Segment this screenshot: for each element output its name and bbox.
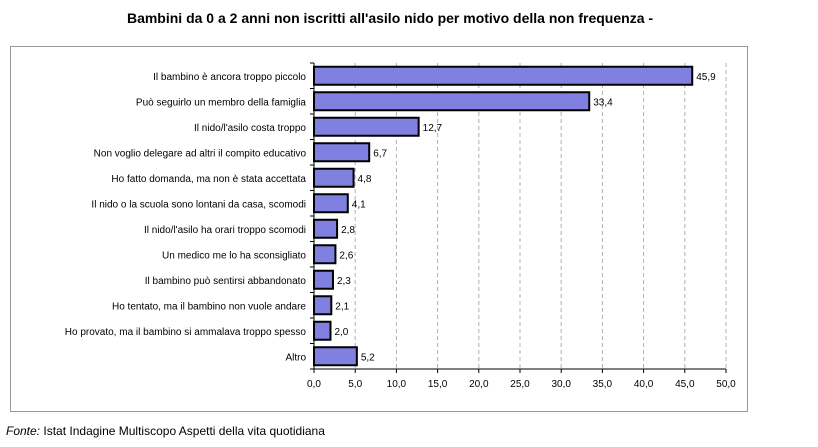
- x-tick-label: 35,0: [593, 379, 613, 390]
- chart-frame: 0,0 5,0 10,0 15,0 20,0 25,0 30,0 35,0 40,0 45,0 50…: [10, 46, 748, 412]
- category-label: Può seguirlo un membro della famiglia: [136, 97, 307, 108]
- bar: [313, 218, 339, 239]
- bar: [313, 116, 420, 137]
- value-label: 2,6: [339, 250, 353, 261]
- x-tick-label: 50,0: [716, 379, 736, 390]
- x-tick-label: 5,0: [348, 379, 362, 390]
- x-tick-label: 45,0: [675, 379, 695, 390]
- value-label: 2,0: [334, 327, 348, 338]
- bar: [313, 193, 349, 214]
- value-label: 4,1: [352, 199, 366, 210]
- chart-title: Bambini da 0 a 2 anni non iscritti all'a…: [126, 10, 654, 26]
- x-tick-label: 30,0: [551, 379, 571, 390]
- category-label: Ho provato, ma il bambino si ammalava tr…: [65, 327, 307, 338]
- value-label: 4,8: [358, 174, 372, 185]
- category-label: Non voglio delegare ad altri il compito …: [94, 148, 307, 159]
- value-label: 5,2: [361, 352, 375, 363]
- category-label: Il nido/l'asilo costa troppo: [194, 123, 306, 134]
- category-label: Il bambino può sentirsi abbandonato: [145, 276, 307, 287]
- value-label: 2,3: [337, 276, 351, 287]
- x-tick-label: 0,0: [307, 379, 321, 390]
- x-tick-label: 15,0: [428, 379, 448, 390]
- x-tick-label: 20,0: [469, 379, 489, 390]
- bar: [313, 269, 334, 290]
- category-label: Il nido o la scuola sono lontani da casa…: [91, 199, 306, 210]
- category-label: Il nido/l'asilo ha orari troppo scomodi: [144, 225, 306, 236]
- category-label: Ho tentato, ma il bambino non vuole anda…: [112, 301, 306, 312]
- value-label: 45,9: [696, 72, 716, 83]
- bar-chart: 0,0 5,0 10,0 15,0 20,0 25,0 30,0 35,0 40,0 45,0 50…: [65, 62, 736, 390]
- source-text: Istat Indagine Multiscopo Aspetti della …: [43, 424, 325, 438]
- category-label: Altro: [285, 352, 306, 363]
- bar: [313, 346, 358, 367]
- category-label: Il bambino è ancora troppo piccolo: [153, 72, 306, 83]
- bar: [313, 65, 694, 86]
- bar: [313, 295, 333, 316]
- x-tick-label: 25,0: [510, 379, 530, 390]
- value-label: 33,4: [593, 97, 613, 108]
- bar: [313, 244, 337, 265]
- x-tick-label: 10,0: [387, 379, 407, 390]
- x-tick-label: 40,0: [634, 379, 654, 390]
- bar: [313, 91, 591, 112]
- bar: [313, 142, 371, 163]
- bar: [313, 320, 332, 341]
- source-label: Fonte:: [6, 424, 41, 438]
- value-label: 12,7: [423, 123, 443, 134]
- value-label: 2,1: [335, 301, 349, 312]
- bar: [313, 167, 355, 188]
- value-label: 2,8: [341, 225, 355, 236]
- category-label: Un medico me lo ha sconsigliato: [162, 250, 306, 261]
- source-note: Fonte: Istat Indagine Multiscopo Aspetti…: [6, 424, 325, 438]
- category-label: Ho fatto domanda, ma non è stata accetta…: [111, 174, 306, 185]
- value-label: 6,7: [373, 148, 387, 159]
